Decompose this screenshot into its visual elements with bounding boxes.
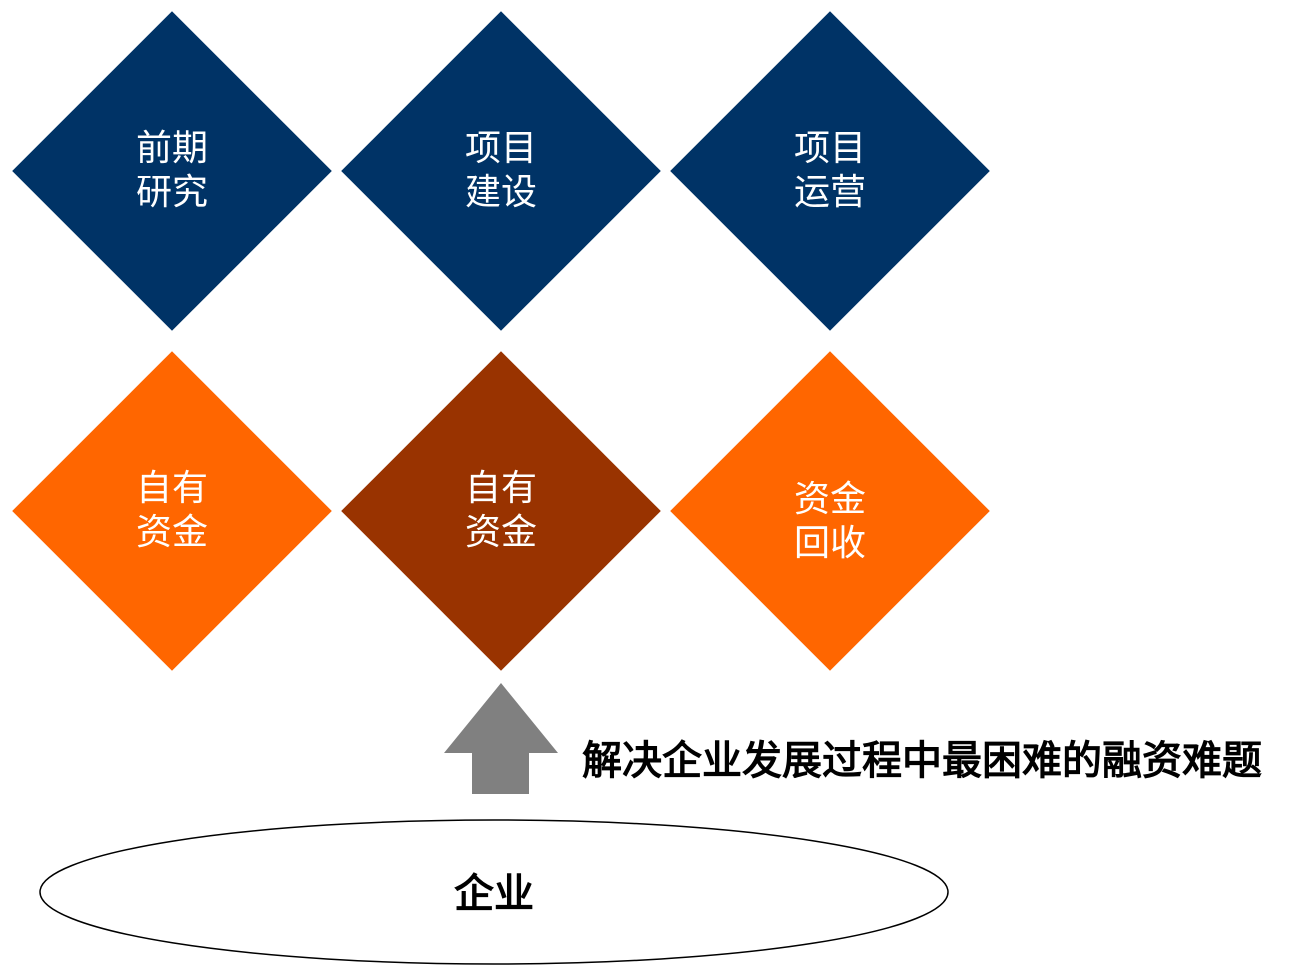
diamond-label-line2: 回收 xyxy=(793,523,866,564)
enterprise-label: 企业 xyxy=(454,870,534,917)
diamond-label: 项目 运营 xyxy=(670,11,990,331)
diamond-label-line1: 前期 xyxy=(135,128,208,169)
diamond-label: 项目 建设 xyxy=(341,11,661,331)
stage-diamond-research: 前期 研究 xyxy=(12,11,332,331)
diamond-label-line2: 研究 xyxy=(135,172,208,213)
up-arrow-icon xyxy=(444,683,558,794)
diamond-label-line2: 资金 xyxy=(464,512,537,553)
diamond-label-line1: 自有 xyxy=(135,468,208,509)
diamond-label: 资金 回收 xyxy=(670,351,990,671)
diamond-label: 自有 资金 xyxy=(341,351,661,671)
funding-diamond-capital-recovery: 资金 回收 xyxy=(670,351,990,671)
stage-diamond-construction: 项目 建设 xyxy=(341,11,661,331)
diamond-label-line1: 项目 xyxy=(464,128,537,169)
stage-diamond-operation: 项目 运营 xyxy=(670,11,990,331)
diamond-label-line2: 资金 xyxy=(135,512,208,553)
funding-diamond-own-capital: 自有 资金 xyxy=(12,351,332,671)
diamond-label-line2: 运营 xyxy=(793,172,866,213)
enterprise-ellipse xyxy=(39,819,949,965)
headline-text: 解决企业发展过程中最困难的融资难题 xyxy=(582,737,1262,784)
diamond-label-line2: 建设 xyxy=(464,172,537,213)
diamond-label: 自有 资金 xyxy=(12,351,332,671)
diamond-label-line1: 项目 xyxy=(793,128,866,169)
funding-diamond-own-capital-highlight: 自有 资金 xyxy=(341,351,661,671)
diamond-label: 前期 研究 xyxy=(12,11,332,331)
diamond-label-line1: 资金 xyxy=(793,479,866,520)
diamond-label-line1: 自有 xyxy=(464,468,537,509)
